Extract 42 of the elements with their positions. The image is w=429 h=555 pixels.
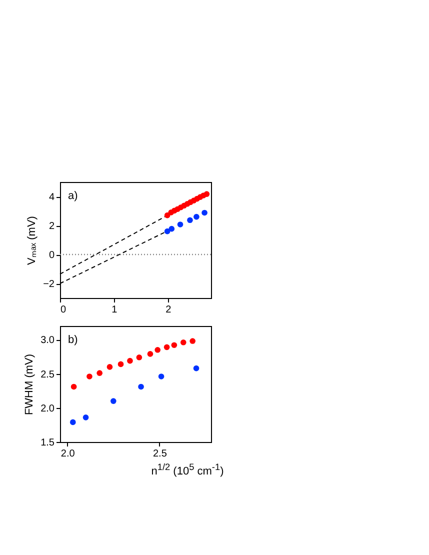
point: [154, 346, 161, 353]
point: [168, 226, 175, 232]
y-axis-title: Vₘₐₓ (mV): [26, 216, 38, 265]
y-tick-label: 2.5: [40, 369, 55, 380]
point: [187, 217, 193, 224]
point: [136, 354, 142, 360]
point: [164, 228, 170, 234]
x-axis-title: n$^{1/2}$ (10$^{5}$ cm$^{-1}$): [150, 462, 225, 478]
y-tick-label: 3.0: [40, 335, 55, 346]
annotation: a): [68, 190, 78, 202]
point: [193, 365, 200, 372]
point: [70, 384, 77, 390]
x-tick-label: 2: [166, 304, 172, 316]
point: [138, 384, 144, 390]
point: [171, 342, 178, 348]
point: [118, 361, 124, 368]
point: [180, 339, 186, 346]
point: [82, 414, 89, 420]
point: [190, 338, 196, 344]
y-axis-title: FWHM (mV): [24, 354, 36, 416]
y-tick-label: 0: [48, 250, 55, 261]
point: [86, 374, 92, 380]
y-tick-label: 4: [48, 192, 55, 203]
point: [194, 214, 200, 220]
point: [177, 222, 184, 228]
point: [147, 351, 154, 357]
point: [204, 191, 210, 197]
point: [164, 344, 170, 350]
point: [158, 374, 164, 380]
annotation: b): [68, 334, 78, 346]
point: [202, 210, 208, 216]
y-tick-label: 1.5: [40, 438, 55, 448]
point: [106, 364, 113, 370]
x-tick-label: 0: [60, 304, 66, 316]
point: [70, 419, 76, 426]
y-tick-label: 2: [48, 221, 55, 232]
y-tick-label: −2: [43, 279, 55, 290]
point: [127, 358, 133, 364]
point: [96, 370, 103, 376]
point: [110, 398, 116, 404]
x-tick-label: 1: [112, 304, 118, 316]
y-tick-label: 2.0: [40, 403, 55, 414]
